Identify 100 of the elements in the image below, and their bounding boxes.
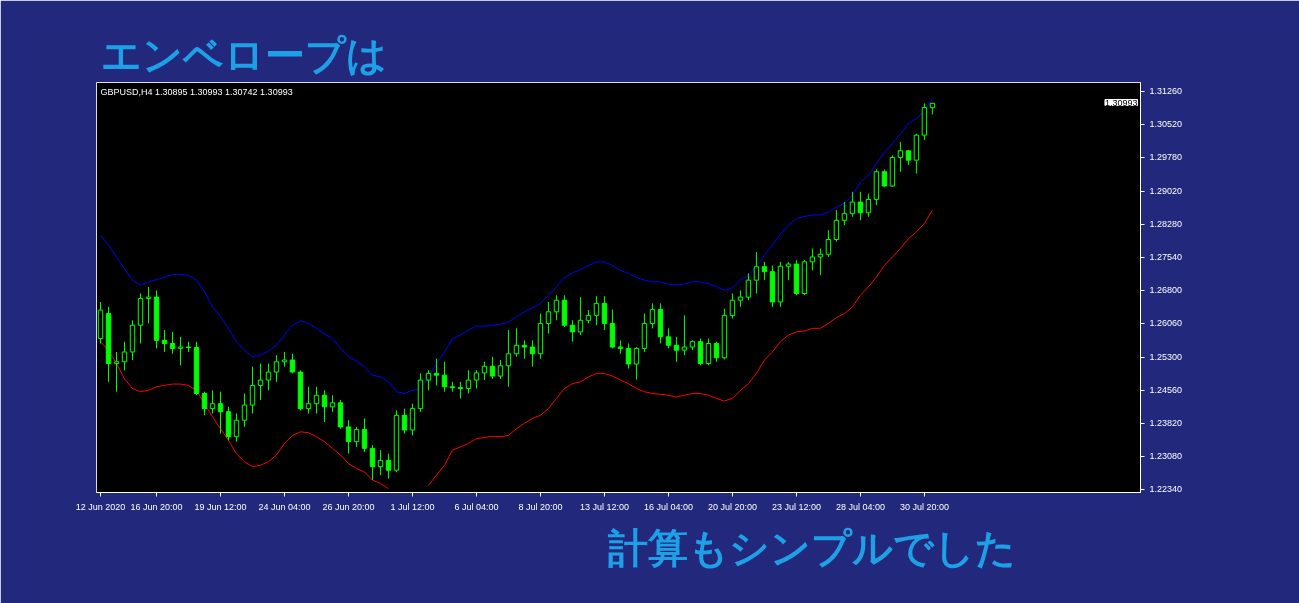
y-tick-label: 1.29780 <box>1149 152 1183 163</box>
candlestick <box>593 295 600 326</box>
candlestick <box>273 354 280 383</box>
candlestick <box>401 408 408 435</box>
candlestick <box>833 209 840 243</box>
candlestick <box>729 293 736 320</box>
candlestick <box>313 386 320 415</box>
candlestick <box>145 286 152 324</box>
candlestick <box>633 346 640 381</box>
x-tick-label: 6 Jul 04:00 <box>454 501 499 512</box>
candlestick <box>489 356 496 380</box>
candlestick <box>369 444 376 481</box>
line-series <box>100 98 933 394</box>
candlestick <box>481 361 488 381</box>
candlestick <box>513 327 520 358</box>
candlestick <box>865 193 872 218</box>
x-tick-label: 19 Jun 12:00 <box>194 501 247 512</box>
candlestick <box>665 327 672 349</box>
text: 1.30993 <box>1104 97 1138 108</box>
x-tick-label: 24 Jun 04:00 <box>258 501 311 512</box>
candlestick <box>897 141 904 173</box>
candlestick <box>497 359 504 380</box>
candlestick <box>169 331 176 355</box>
candlestick <box>697 338 704 366</box>
y-tick-label: 1.25300 <box>1149 352 1183 363</box>
y-tick-label: 1.29020 <box>1149 186 1183 197</box>
x-tick-label: 16 Jul 04:00 <box>643 501 693 512</box>
candlestick <box>177 336 184 366</box>
candlestick <box>385 453 392 480</box>
candlestick <box>849 191 856 218</box>
x-tick-label: 26 Jun 20:00 <box>322 501 375 512</box>
chart-title: エンベロープは <box>100 32 387 77</box>
candlestick <box>233 413 240 443</box>
y-tick-label: 1.28280 <box>1149 219 1183 230</box>
annotation: GBPUSD,H4 1.30895 1.30993 1.30742 1.30993 <box>100 86 293 97</box>
candlestick <box>761 261 768 281</box>
x-tick-label: 13 Jul 12:00 <box>579 501 629 512</box>
y-tick-label: 1.26060 <box>1149 318 1183 329</box>
candlestick <box>713 341 720 363</box>
y-tick-label: 1.24560 <box>1149 385 1183 396</box>
y-tick-label: 1.26800 <box>1149 285 1183 296</box>
candlestick <box>201 391 208 416</box>
candlestick <box>465 369 472 394</box>
candlestick <box>217 391 224 435</box>
x-tick-label: 1 Jul 12:00 <box>390 501 435 512</box>
candlestick <box>857 191 864 221</box>
candlestick <box>121 341 128 371</box>
candlestick <box>249 366 256 415</box>
y-tick-label: 1.22340 <box>1149 484 1183 495</box>
candlestick <box>753 251 760 295</box>
candlestick <box>529 339 536 368</box>
candlestick <box>505 329 512 388</box>
candlestick <box>825 229 832 258</box>
candlestick <box>569 319 576 343</box>
candlestick <box>785 261 792 281</box>
x-tick-label: 28 Jul 04:00 <box>835 501 885 512</box>
y-tick-label: 1.31260 <box>1149 86 1183 97</box>
candlestick <box>545 301 552 335</box>
candlestick <box>257 363 264 401</box>
candlestick <box>553 294 560 321</box>
candlestick <box>441 361 448 393</box>
x-tick-label: 16 Jun 20:00 <box>130 501 183 512</box>
y-tick-label: 1.30520 <box>1149 119 1183 130</box>
candlestick <box>673 336 680 363</box>
candlestick <box>345 419 352 455</box>
candlestick <box>841 201 848 226</box>
candlestick <box>161 329 168 353</box>
candlestick <box>353 426 360 448</box>
text: 計算もシンプルでした <box>606 525 1016 570</box>
y-tick-label: 1.23080 <box>1149 451 1183 462</box>
candlestick <box>305 386 312 415</box>
candlestick <box>649 302 656 329</box>
candlestick <box>361 417 368 453</box>
candlestick <box>473 369 480 390</box>
candlestick <box>609 309 616 349</box>
y-tick-label: 1.23820 <box>1149 418 1183 429</box>
candlestick <box>601 295 608 331</box>
candlestick <box>817 247 824 276</box>
x-tick-label: 12 Jun 2020 <box>75 501 126 512</box>
candlestick <box>705 338 712 366</box>
candlestick <box>577 296 584 336</box>
candlestick <box>377 449 384 476</box>
candlestick <box>433 358 440 386</box>
candlestick <box>209 389 216 415</box>
y-tick-label: 1.27540 <box>1149 252 1183 263</box>
candlestick <box>425 369 432 391</box>
candlestick <box>321 389 328 423</box>
candlestick <box>265 363 272 391</box>
candlestick <box>809 247 816 271</box>
x-tick-label: 23 Jul 12:00 <box>771 501 821 512</box>
x-tick-label: 8 Jul 20:00 <box>518 501 563 512</box>
x-tick-label: 30 Jul 20:00 <box>899 501 949 512</box>
candlestick <box>113 351 120 393</box>
candlestick <box>625 342 632 369</box>
candlestick <box>745 272 752 301</box>
candlestick <box>521 339 528 360</box>
candlestick <box>241 392 248 428</box>
x-tick-label: 20 Jul 20:00 <box>707 501 757 512</box>
candlestick <box>681 314 688 356</box>
candlestick <box>409 403 416 436</box>
